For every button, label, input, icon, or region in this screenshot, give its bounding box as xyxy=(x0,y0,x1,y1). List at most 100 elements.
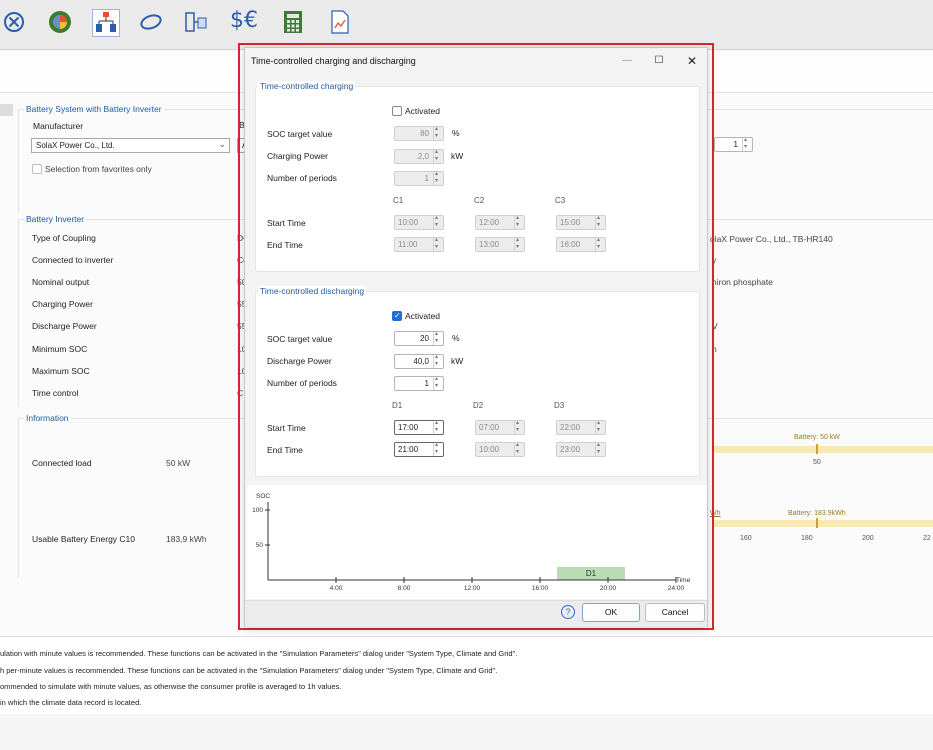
spin-arrows-icon xyxy=(433,441,442,456)
right-quantity-spin[interactable]: 1 xyxy=(714,136,753,152)
charging-power-label: Charging Power xyxy=(32,299,93,309)
x-tick-label: 12:00 xyxy=(464,585,481,592)
note-line: ommended to simulate with minute values,… xyxy=(0,682,342,691)
connected-inverter-label: Connected to inverter xyxy=(32,255,114,265)
note-line: ulation with minute values is recommende… xyxy=(0,649,518,658)
time-value: 11:00 xyxy=(398,240,418,249)
load-bar xyxy=(714,446,933,453)
time-value: 12:00 xyxy=(479,218,500,227)
note-line: in which the climate data record is loca… xyxy=(0,698,142,707)
column-d3: D3 xyxy=(554,401,565,410)
time-value: 07:00 xyxy=(479,423,500,432)
charging-soc-value: 80 xyxy=(420,129,429,138)
energy-marker xyxy=(816,518,818,528)
calculator-icon[interactable] xyxy=(281,10,305,34)
discharging-start-d1[interactable]: 17:00 xyxy=(394,419,444,435)
time-control-link[interactable]: C xyxy=(237,388,244,398)
energy-axis-tick-180: 180 xyxy=(801,535,813,542)
coupling-label: Type of Coupling xyxy=(32,233,96,243)
row-selector[interactable] xyxy=(0,104,13,116)
charging-title: Time-controlled charging xyxy=(258,81,356,91)
time-control-dialog: Time-controlled charging and discharging… xyxy=(244,47,708,627)
charging-periods-value: 1 xyxy=(424,174,429,183)
battery-inverter-title: Battery Inverter xyxy=(24,214,87,224)
close-circle-icon[interactable] xyxy=(2,10,26,34)
charging-power-spin[interactable]: 2,0 xyxy=(394,148,444,164)
column-c3: C3 xyxy=(555,196,566,205)
close-icon[interactable]: ✕ xyxy=(686,54,698,68)
maximum-soc-label: Maximum SOC xyxy=(32,366,90,376)
maximize-icon[interactable]: ☐ xyxy=(654,55,664,66)
connected-load-label: Connected load xyxy=(32,458,92,468)
dialog-title: Time-controlled charging and discharging xyxy=(251,56,416,66)
charging-periods-label: Number of periods xyxy=(267,173,337,183)
column-d2: D2 xyxy=(473,401,484,410)
charging-start-c2[interactable]: 12:00 xyxy=(475,214,525,230)
charging-end-c2[interactable]: 13:00 xyxy=(475,236,525,252)
charging-activated-checkbox[interactable] xyxy=(392,106,402,116)
y-axis-label: SOC xyxy=(256,493,270,500)
charging-activated-label: Activated xyxy=(405,106,440,116)
charging-end-c3[interactable]: 16:00 xyxy=(556,236,606,252)
manufacturer-select[interactable]: SolaX Power Co., Ltd. ⌄ xyxy=(31,138,230,153)
energy-bar xyxy=(714,520,933,527)
discharging-end-d2[interactable]: 10:00 xyxy=(475,441,525,457)
spin-arrows-icon xyxy=(433,330,442,345)
usable-energy-value: 183,9 kWh xyxy=(166,534,207,544)
spin-arrows-icon xyxy=(514,236,523,251)
help-icon[interactable]: ? xyxy=(561,605,575,619)
charging-end-c1[interactable]: 11:00 xyxy=(394,236,444,252)
time-value: 17:00 xyxy=(398,423,419,432)
spin-arrows-icon xyxy=(595,419,604,434)
discharging-end-label: End Time xyxy=(267,445,303,455)
x-tick-label: 16:00 xyxy=(532,585,549,592)
pie-chart-icon[interactable] xyxy=(48,10,72,34)
discharging-start-d2[interactable]: 07:00 xyxy=(475,419,525,435)
charging-start-c1[interactable]: 10:00 xyxy=(394,214,444,230)
system-diagram-icon[interactable] xyxy=(92,9,120,37)
transfer-icon[interactable] xyxy=(184,10,208,34)
charging-start-c3[interactable]: 15:00 xyxy=(556,214,606,230)
charging-power-label: Charging Power xyxy=(267,151,328,161)
time-value: 16:00 xyxy=(560,240,581,249)
column-c1: C1 xyxy=(393,196,404,205)
cancel-button[interactable]: Cancel xyxy=(645,603,705,622)
spin-arrows-icon xyxy=(433,353,442,368)
discharge-power-spin[interactable]: 40,0 xyxy=(394,353,444,369)
currency-icon[interactable]: $€ xyxy=(230,8,258,33)
discharging-start-d3[interactable]: 22:00 xyxy=(556,419,606,435)
ok-button[interactable]: OK xyxy=(582,603,640,622)
usable-energy-label: Usable Battery Energy C10 xyxy=(32,534,135,544)
discharging-periods-spin[interactable]: 1 xyxy=(394,375,444,391)
discharging-soc-label: SOC target value xyxy=(267,334,333,344)
chevron-down-icon: ⌄ xyxy=(218,139,226,149)
spin-arrows-icon xyxy=(514,441,523,456)
charging-periods-spin[interactable]: 1 xyxy=(394,170,444,186)
discharging-activated-checkbox[interactable] xyxy=(392,311,402,321)
discharging-soc-spin[interactable]: 20 xyxy=(394,330,444,346)
manufacturer-label: Manufacturer xyxy=(33,121,84,131)
spin-arrows-icon xyxy=(595,441,604,456)
discharge-power-label: Discharge Power xyxy=(267,356,332,366)
y-tick-label: 100 xyxy=(252,507,263,514)
discharge-period-label: D1 xyxy=(586,569,597,578)
column-d1: D1 xyxy=(392,401,403,410)
x-tick-label: 4:00 xyxy=(330,585,343,592)
discharging-end-d3[interactable]: 23:00 xyxy=(556,441,606,457)
ring-icon[interactable] xyxy=(139,10,163,34)
soc-chart: D1 SOC Time 100 50 4:00 8:00 12:00 16:00 20:00 24:… xyxy=(252,493,690,592)
charging-power-unit: kW xyxy=(451,151,464,161)
charging-end-label: End Time xyxy=(267,240,303,250)
energy-axis-tick-220: 22 xyxy=(923,535,931,542)
time-value: 10:00 xyxy=(479,445,500,454)
x-tick-label: 20:00 xyxy=(600,585,617,592)
spin-arrows-icon xyxy=(433,148,442,163)
discharge-power-value: 55 xyxy=(237,321,247,331)
spin-arrows-icon xyxy=(433,236,442,251)
charging-soc-spin[interactable]: 80 xyxy=(394,125,444,141)
document-chart-icon[interactable] xyxy=(328,10,352,34)
discharging-end-d1[interactable]: 21:00 xyxy=(394,441,444,457)
favorites-checkbox[interactable] xyxy=(32,164,42,174)
clipped-label-b: B xyxy=(239,120,245,130)
connected-inverter-value: Co xyxy=(237,255,248,265)
